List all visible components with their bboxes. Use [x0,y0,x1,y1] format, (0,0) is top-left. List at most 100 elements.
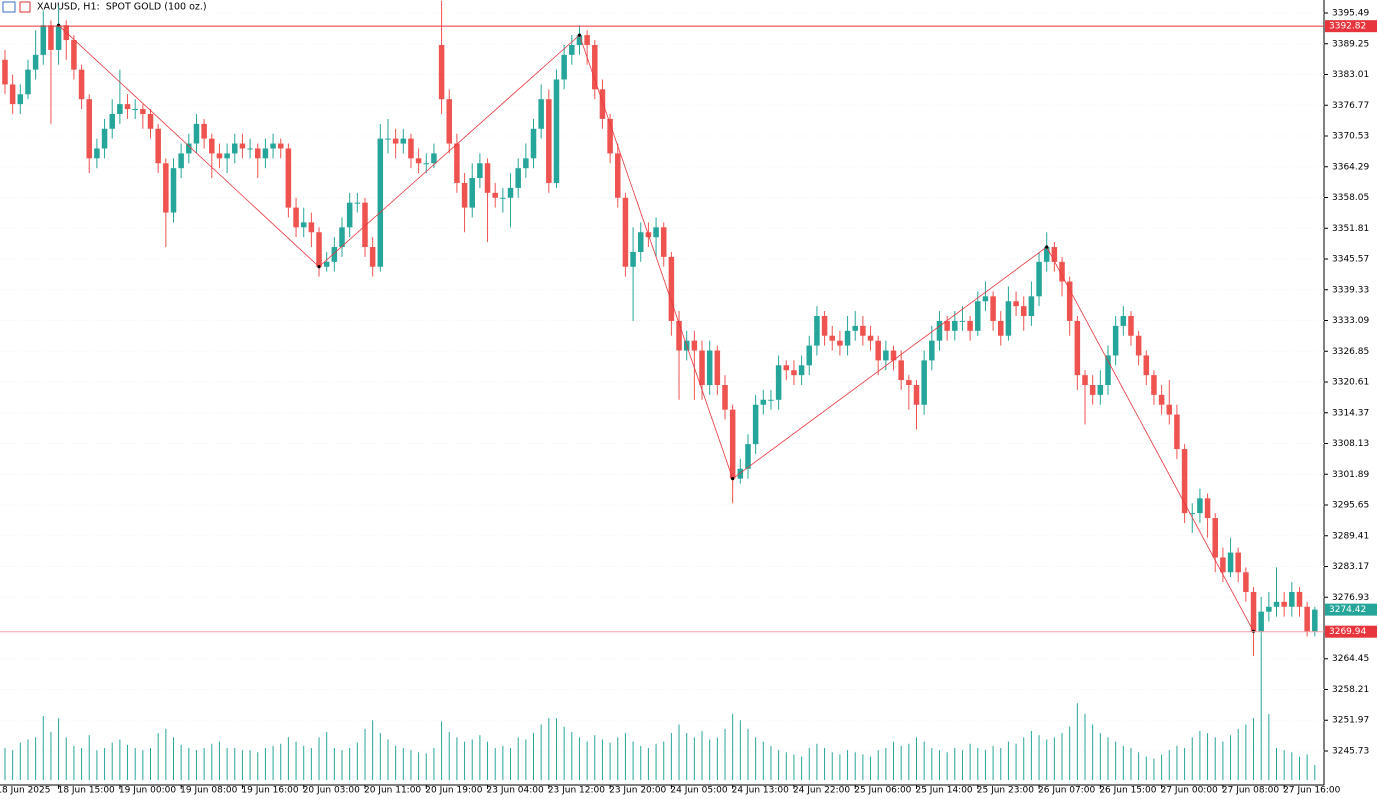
candle-body [1281,601,1287,607]
x-tick-label: 18 Jun 2025 [0,786,50,796]
candle-body [860,325,866,336]
candle-body [339,227,345,248]
y-tick-label: 3345.57 [1332,255,1369,265]
zigzag-point [317,265,321,269]
candle-body [1043,247,1050,262]
y-tick-label: 3264.45 [1332,654,1369,664]
candle-body [454,143,460,183]
candle-body [1189,513,1196,515]
candle-body [615,153,621,198]
candle-body [967,320,973,331]
y-tick-label: 3258.21 [1332,685,1369,695]
x-tick-label: 25 Jun 14:00 [915,786,972,796]
candle-body [477,163,483,179]
candle-body [806,345,813,366]
candle-body [775,365,782,400]
candle-body [1212,518,1218,558]
candle-body [1128,316,1134,336]
candle-body [699,350,705,386]
x-tick-label: 26 Jun 07:00 [1038,786,1095,796]
candle-body [40,25,47,55]
candle-body [745,444,751,469]
candle-body [101,128,108,149]
candle-body [48,25,54,50]
y-tick-label: 3364.29 [1332,162,1369,172]
candle-body [630,251,636,267]
candle-body [117,104,123,114]
candle-body [431,153,437,164]
x-tick-label: 23 Jun 04:00 [487,786,544,796]
candle-body [484,163,491,193]
candle-body [239,143,246,149]
candle-body [186,143,192,154]
candle-body [1296,591,1303,607]
candle-body [285,148,292,208]
candle-body [1312,609,1318,632]
candle-body [668,256,675,321]
candle-body [9,84,16,105]
candle-body [1059,261,1065,282]
candle-body [936,320,943,341]
candle-body [722,385,728,410]
candle-body [569,44,575,55]
y-tick-label: 3301.89 [1332,470,1369,480]
candle-body [423,163,430,165]
candle-body [714,350,721,386]
candle-body [392,138,399,144]
candle-body [1250,591,1257,632]
y-tick-label: 3333.09 [1332,316,1369,326]
candle-body [890,350,897,361]
candle-body [1066,281,1073,321]
x-tick-label: 24 Jun 13:00 [732,786,789,796]
candle-body [147,113,154,129]
candle-body [1266,606,1272,612]
candle-body [821,316,828,336]
candle-body [209,138,215,154]
candle-body [553,79,560,183]
y-tick-label: 3376.77 [1332,101,1369,111]
candle-body [1135,335,1142,356]
x-tick-label: 20 Jun 19:00 [425,786,482,796]
candle-body [224,153,230,159]
candle-body [354,202,361,204]
x-tick-label: 23 Jun 20:00 [609,786,666,796]
candle-body [1197,498,1203,514]
candle-body [1258,611,1264,632]
x-tick-label: 20 Jun 03:00 [303,786,360,796]
candle-body [538,99,544,129]
candle-body [1235,552,1241,573]
zigzag-point [577,33,582,37]
candle-body [78,69,85,100]
candle-body [270,143,276,149]
candle-body [1227,552,1234,573]
candle-body [408,138,414,159]
y-tick-label: 3358.05 [1332,193,1369,203]
x-tick-label: 24 Jun 22:00 [793,786,850,796]
candle-body [1105,355,1111,386]
x-tick-label: 26 Jun 15:00 [1099,786,1156,796]
candle-body [216,153,223,159]
candle-body [576,35,583,45]
candle-body [921,360,927,405]
candle-body [959,320,966,322]
icon [2,1,16,13]
symbol-icons [2,1,31,13]
candle-body [1289,591,1295,607]
candle-body [814,316,820,346]
candle-body [952,320,958,331]
candle-body [691,340,698,351]
candle-body [906,380,912,386]
chart-title: XAUUSD, H1: SPOT GOLD (100 oz.) [37,2,207,13]
candle-body [316,232,322,267]
x-tick-label: 18 Jun 15:00 [58,786,115,796]
candle-body [637,232,644,252]
candle-body [254,148,261,159]
candle-body [1013,301,1019,307]
candle-body [1174,414,1180,450]
candle-body [1273,601,1280,607]
candle-body [124,104,131,110]
candle-body [109,113,115,129]
x-tick-label: 20 Jun 11:00 [364,786,421,796]
candle-body [523,158,529,169]
